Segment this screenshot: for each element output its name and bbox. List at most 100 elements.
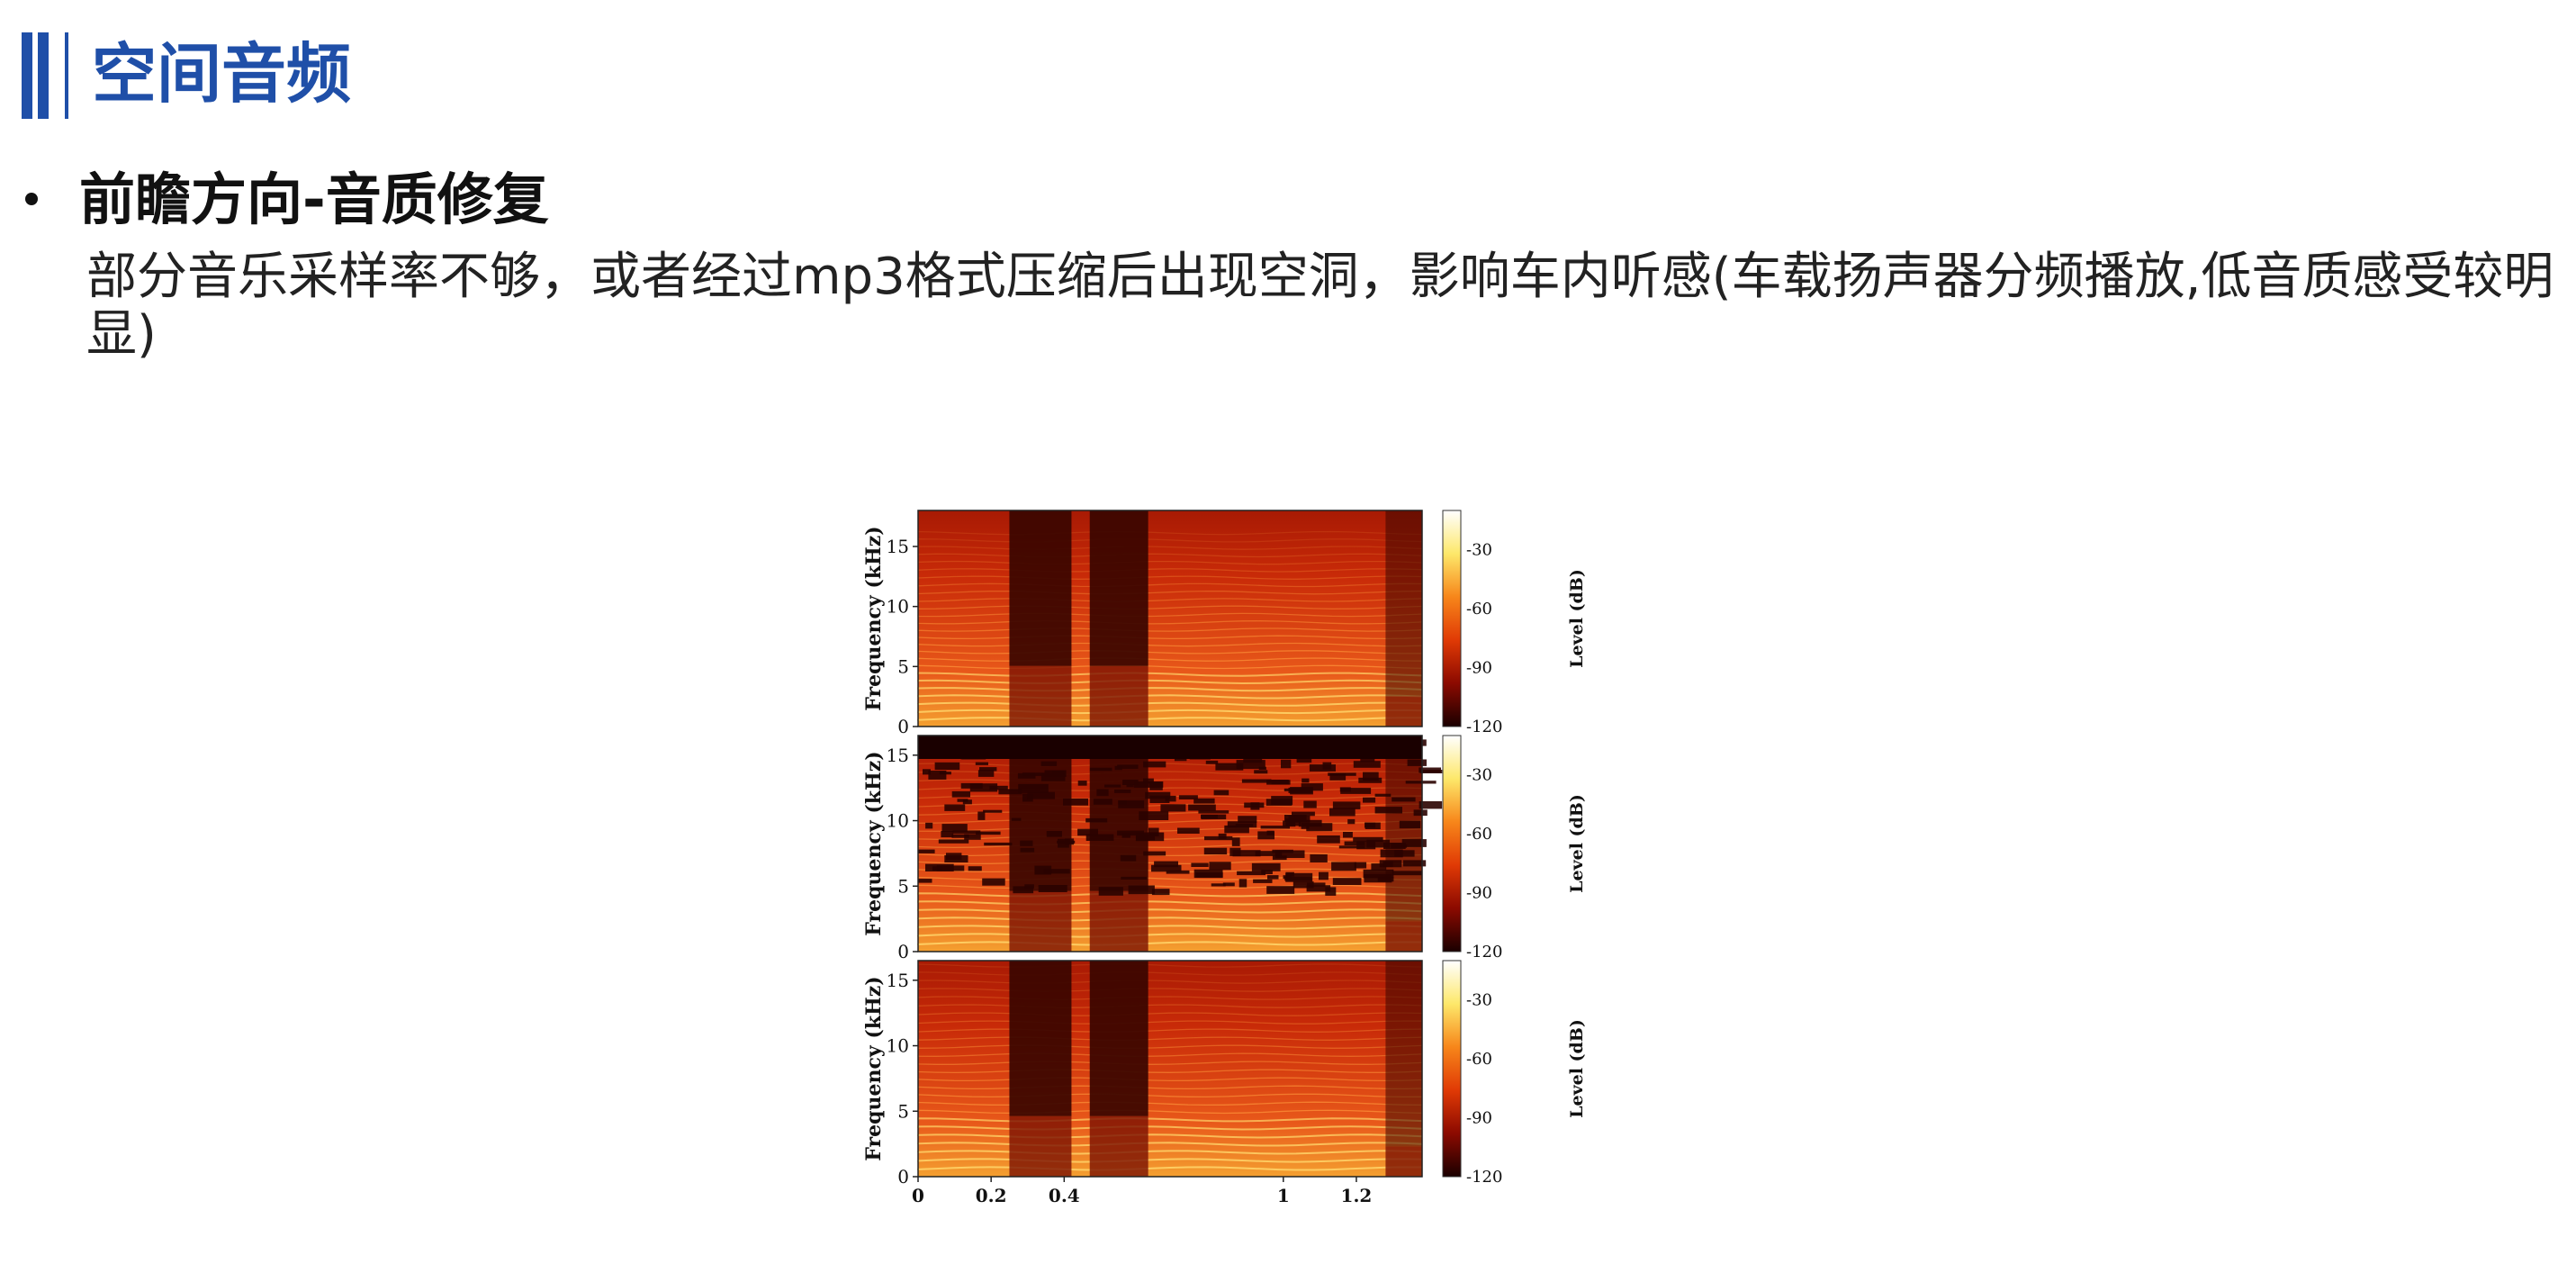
spectral-hole [1222,882,1235,887]
spectral-hole [1274,850,1305,858]
spectral-hole [1354,862,1367,869]
harmonic-line [917,1061,1423,1065]
y-tick-label: 10 [887,1035,909,1057]
spectral-hole [1098,887,1123,896]
silence-low-band [1009,1115,1072,1177]
colorbar [1442,960,1462,1178]
spectral-hole [1419,801,1443,809]
harmonic-line [917,980,1423,984]
spectral-hole [1296,755,1312,763]
spectral-hole [1117,764,1139,769]
spectral-hole [1290,787,1313,795]
colorbar-tick-label: -30 [1466,991,1492,1010]
harmonic-line [917,1028,1423,1033]
spectral-hole [1126,784,1134,788]
spectral-hole [1238,816,1257,823]
spectral-hole [1392,871,1422,876]
silence-low-band [1089,1115,1148,1177]
spectral-hole [1017,772,1036,779]
spectral-hole [982,878,1005,886]
spectral-hole [1329,808,1356,817]
spectral-hole [925,822,933,829]
spectral-hole [1332,878,1362,885]
colorbar-tick-label: -30 [1466,766,1492,785]
spectral-hole [1255,851,1283,856]
spectral-hole [1253,879,1273,883]
spectral-hole [1401,839,1427,847]
harmonic-line [917,916,1423,922]
spectral-hole [1353,836,1383,842]
high-freq-cutoff [918,736,1422,759]
spectral-hole [1413,809,1428,817]
spectral-hole [1328,772,1356,776]
panel-frame [917,510,1423,727]
harmonic-line [917,779,1423,783]
silence-region [1385,736,1422,922]
spectral-hole [1241,779,1272,783]
harmonic-line [917,1036,1423,1041]
spectrogram-figure: 0 5 10 15 Frequency (kHz) -30 -60 -90 -120 Level … [846,500,1620,1223]
spectral-hole [1177,827,1200,834]
spectral-hole [1013,886,1034,894]
spectral-hole [1201,814,1227,820]
spectral-hole [1419,767,1441,773]
spectral-hole [1374,807,1402,814]
spectral-hole [1317,835,1340,844]
harmonic-line [917,694,1423,700]
spectral-hole [1178,795,1198,799]
harmonic-line [917,1085,1423,1090]
spectral-hole [1403,860,1427,867]
spectral-hole [1283,820,1296,827]
spectral-hole [1399,820,1421,829]
y-tick-label: 0 [897,1166,909,1187]
spectral-hole [944,804,966,811]
harmonic-line [917,701,1423,707]
harmonic-line [917,1150,1423,1155]
spectral-hole [1120,854,1137,862]
x-tick-label: 0.2 [976,1185,1007,1206]
spectral-hole [1366,839,1390,848]
silence-region [1009,510,1072,666]
colorbar-tick-label: -90 [1466,1109,1492,1128]
harmonic-line [917,664,1423,670]
y-axis-label: Frequency (kHz) [862,526,886,710]
spectral-hole [1038,885,1067,892]
spectral-hole [1338,845,1365,849]
spectral-hole [1254,770,1268,774]
spectral-hole [1329,772,1347,781]
spectral-hole [952,830,981,835]
spectral-hole [1204,835,1233,841]
spectral-hole [1374,793,1392,797]
spectral-hole [977,811,986,820]
harmonic-line [917,1158,1423,1163]
spectral-hole [1363,772,1379,781]
x-tick-label: 1 [1277,1185,1290,1206]
spectral-hole [1151,864,1182,872]
spectral-hole [1191,862,1209,867]
title-accent-bars [22,32,72,119]
spectral-hole [1306,823,1333,832]
spectral-hole [1151,889,1170,896]
spectral-hole [979,767,997,772]
spectral-hole [1267,875,1279,880]
harmonic-line [917,575,1423,580]
spectral-hole [1356,841,1376,850]
spectral-hole [1117,830,1144,836]
harmonic-line [917,908,1423,914]
spectral-hole [1058,838,1069,848]
bullet-heading: 前瞻方向-音质修复 [79,167,549,232]
spectral-hole [1034,865,1052,875]
harmonic-line [917,612,1423,618]
x-tick-label: 0 [912,1185,924,1206]
y-tick-label: 15 [887,970,909,991]
spectral-hole [1218,833,1227,839]
spectral-hole [1193,869,1223,879]
harmonic-line [917,1101,1423,1106]
silence-region [1089,961,1148,1116]
spectral-hole [1145,791,1171,799]
spectral-hole [1149,781,1163,790]
silence-low-band [1009,890,1072,952]
harmonic-line [917,844,1423,849]
silence-region [1089,736,1148,891]
